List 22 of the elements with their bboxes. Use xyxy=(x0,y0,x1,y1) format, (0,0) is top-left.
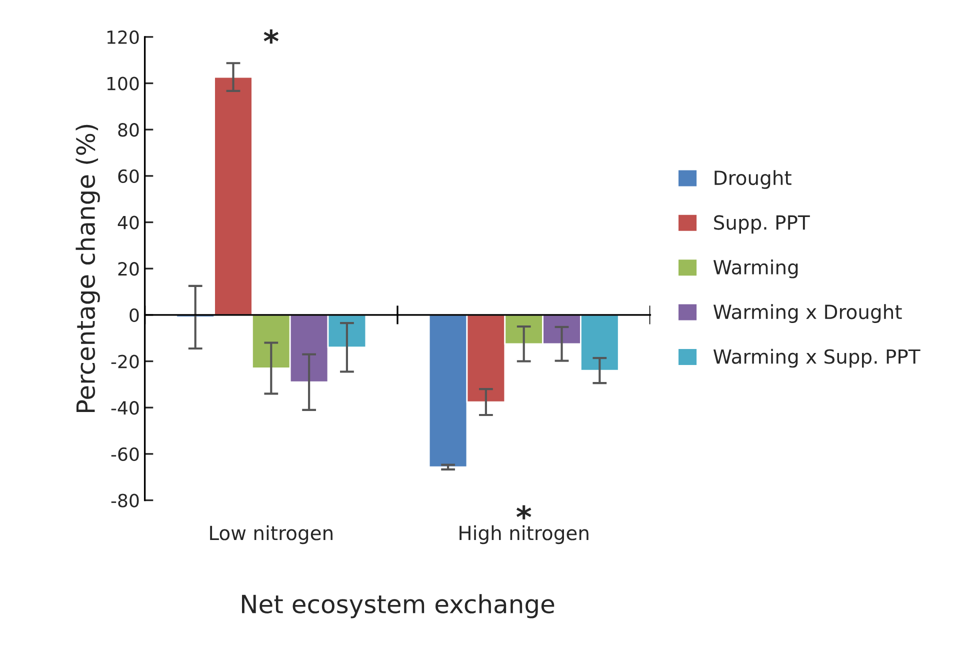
y-tick-label: 60 xyxy=(118,169,139,184)
x-tick-label: Low nitrogen xyxy=(210,525,332,544)
y-tick-label: -20 xyxy=(111,354,139,368)
y-tick-label: -80 xyxy=(111,494,139,508)
y-tick-label: 0 xyxy=(130,308,139,322)
legend-label: Warming x Drought xyxy=(713,304,902,323)
y-tick-label: -40 xyxy=(111,401,139,415)
y-tick-label: 80 xyxy=(118,123,139,137)
text: * xyxy=(516,505,532,520)
y-tick-label: 40 xyxy=(118,216,139,230)
y-axis-title: Percentage change (%) xyxy=(76,124,100,412)
y-tick-label: 100 xyxy=(107,76,139,90)
legend-label: Warming xyxy=(713,259,798,278)
y-tick-label: -60 xyxy=(111,447,139,462)
legend-label: Supp. PPT xyxy=(714,215,810,234)
annotation: * xyxy=(264,29,279,44)
legend-label: Drought xyxy=(714,170,792,189)
legend-label: Warming x Supp. PPT xyxy=(713,348,920,368)
y-tick-label: 20 xyxy=(118,262,139,276)
x-axis-title: Net ecosystem exchange xyxy=(242,594,554,618)
x-tick-label: High nitrogen xyxy=(460,525,588,544)
y-tick-label: 120 xyxy=(107,30,139,44)
